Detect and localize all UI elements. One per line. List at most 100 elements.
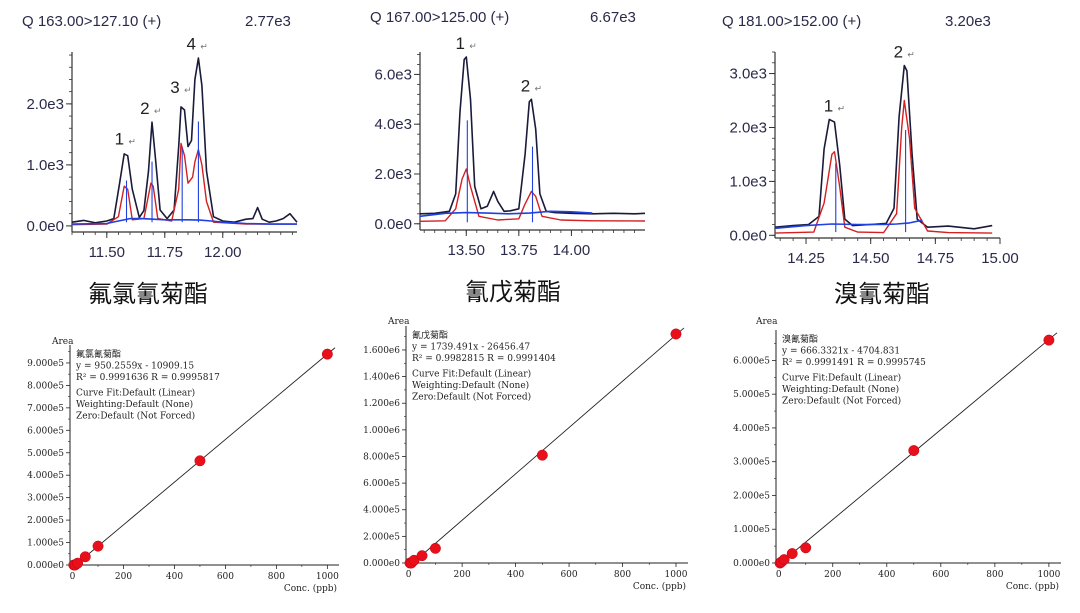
y-tick-label: 2.0e3 <box>374 166 412 183</box>
y-tick-label: 6.000e5 <box>27 426 64 436</box>
transition-label: Q 181.00>152.00 (+) <box>722 13 861 30</box>
annotation-zero: Zero:Default (Not Forced) <box>76 411 195 422</box>
trace-black <box>71 57 298 224</box>
calibration-panel-5: Area 0.000e0 2.000e5 4.000e5 6.000e5 8.000e5 1… <box>363 317 688 592</box>
calibration-point <box>670 328 682 340</box>
y-tick-label: 1.200e6 <box>363 399 400 409</box>
y-axis-title: Area <box>387 317 410 327</box>
trace-blue <box>419 210 593 218</box>
trace-red <box>774 99 993 234</box>
y-tick-label: 0.0e0 <box>374 216 412 233</box>
annotation-r-line: R² = 0.9991491 R = 0.9995745 <box>782 358 926 368</box>
x-tick-label: 1000 <box>316 572 339 582</box>
annotation-weighting: Weighting:Default (None) <box>782 384 899 395</box>
x-tick-label: 400 <box>166 572 183 582</box>
calibration-point <box>778 554 790 566</box>
x-tick-label: 200 <box>454 570 471 580</box>
peak-label-mark: ↵ <box>534 84 542 94</box>
annotation-equation: y = 666.3321x - 4704.831 <box>781 347 900 357</box>
y-tick-label: 1.600e6 <box>363 346 400 356</box>
y-tick-label: 4.000e5 <box>733 424 770 434</box>
calibration-panel-6: Area 0.000e0 1.000e5 2.000e5 3.000e5 4.000e5 5… <box>733 317 1061 592</box>
x-tick-label: 400 <box>507 570 524 580</box>
trace-blue <box>71 217 297 225</box>
y-tick-label: 2.0e3 <box>26 96 64 113</box>
annotation-r-line: R² = 0.9991636 R = 0.9995817 <box>76 373 220 383</box>
chromatogram-panel-1: Q 163.00>127.10 (+) 2.77e3 11.50 11.75 12.00… <box>22 13 298 308</box>
intensity-label: 6.67e3 <box>590 9 636 26</box>
calibration-point <box>92 540 104 552</box>
peak-label: 3 <box>170 78 179 97</box>
peak-label: 1 <box>824 96 833 115</box>
y-tick-label: 2.0e3 <box>729 119 767 136</box>
chromatogram-panel-2: Q 167.00>125.00 (+) 6.67e3 13.50 13.75 14.00… <box>370 9 646 306</box>
transition-label: Q 167.00>125.00 (+) <box>370 9 509 26</box>
y-tick-label: 3.000e5 <box>733 458 770 468</box>
x-tick-label: 11.75 <box>147 244 183 261</box>
y-axis-title: Area <box>755 317 778 327</box>
x-tick-label: 600 <box>217 572 234 582</box>
x-axis-title: Conc. (ppb) <box>1006 581 1059 592</box>
x-tick-label: 12.00 <box>204 244 242 261</box>
peak-label-mark: ↵ <box>837 104 845 114</box>
annotation-curve-fit: Curve Fit:Default (Linear) <box>412 369 531 380</box>
y-tick-label: 0.000e0 <box>733 559 770 569</box>
calibration-panel-4: Area 0.000e0 1.000e5 2.000e5 3.000e5 4.000e5 5… <box>27 337 339 594</box>
peak-label: 4 <box>187 34 196 53</box>
x-tick-label: 13.75 <box>500 242 538 259</box>
x-tick-label: 0 <box>776 570 782 580</box>
x-tick-label: 11.50 <box>89 244 125 261</box>
intensity-label: 3.20e3 <box>945 13 991 30</box>
trace-black <box>419 56 646 215</box>
y-tick-label: 0.0e0 <box>729 227 767 244</box>
x-tick-label: 13.50 <box>447 242 485 259</box>
calibration-point <box>1043 334 1055 346</box>
trace-blue <box>774 219 923 230</box>
y-tick-label: 1.400e6 <box>363 373 400 383</box>
calibration-point <box>79 551 91 563</box>
x-tick-label: 400 <box>878 570 895 580</box>
calibration-point <box>194 455 206 467</box>
peak-label-mark: ↵ <box>128 138 136 148</box>
calibration-point <box>416 550 428 562</box>
calibration-fit-line <box>75 347 336 566</box>
peak-label-mark: ↵ <box>907 50 915 60</box>
y-tick-label: 1.000e5 <box>27 539 64 549</box>
annotation-curve-fit: Curve Fit:Default (Linear) <box>782 373 901 384</box>
x-tick-label: 1000 <box>665 570 688 580</box>
annotation-compound: 氰戊菊酯 <box>412 329 448 341</box>
y-tick-label: 9.000e5 <box>27 359 64 369</box>
annotation-equation: y = 1739.491x - 26456.47 <box>411 343 530 353</box>
compound-name: 氰戊菊酯 <box>465 278 561 306</box>
trace-red <box>419 168 646 222</box>
annotation-compound: 溴氰菊酯 <box>782 333 818 345</box>
y-tick-label: 7.000e5 <box>27 404 64 414</box>
x-tick-label: 15.00 <box>981 250 1019 267</box>
x-tick-label: 200 <box>115 572 132 582</box>
x-tick-label: 800 <box>614 570 631 580</box>
y-tick-label: 6.0e3 <box>374 66 412 83</box>
annotation-curve-fit: Curve Fit:Default (Linear) <box>76 388 195 399</box>
y-tick-label: 2.000e5 <box>363 532 400 542</box>
x-tick-label: 14.00 <box>553 242 591 259</box>
x-tick-label: 14.50 <box>852 250 890 267</box>
y-tick-label: 4.000e5 <box>27 471 64 481</box>
y-tick-label: 6.000e5 <box>363 479 400 489</box>
annotation-weighting: Weighting:Default (None) <box>412 380 529 391</box>
x-tick-label: 800 <box>986 570 1003 580</box>
x-tick-label: 0 <box>70 572 76 582</box>
peak-label-mark: ↵ <box>200 42 208 52</box>
y-tick-label: 2.000e5 <box>733 491 770 501</box>
y-tick-label: 0.000e0 <box>363 559 400 569</box>
y-tick-label: 8.000e5 <box>27 381 64 391</box>
annotation-equation: y = 950.2559x - 10909.15 <box>75 362 194 372</box>
x-tick-label: 0 <box>406 570 412 580</box>
annotation-r-line: R² = 0.9982815 R = 0.9991404 <box>412 354 556 364</box>
y-tick-label: 1.000e6 <box>363 426 400 436</box>
x-tick-label: 600 <box>560 570 577 580</box>
y-tick-label: 0.0e0 <box>26 218 64 235</box>
compound-name: 溴氰菊酯 <box>834 280 930 308</box>
peak-label: 2 <box>894 42 903 61</box>
x-tick-label: 800 <box>268 572 285 582</box>
